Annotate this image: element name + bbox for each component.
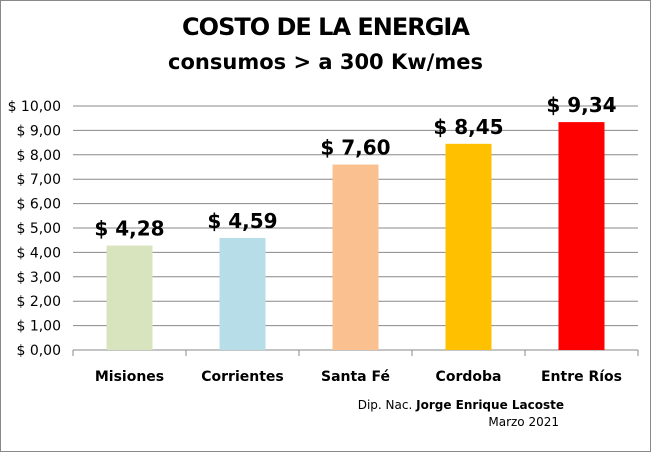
y-tick-label: $ 10,00 — [8, 99, 61, 115]
x-tick-label: Corrientes — [201, 369, 283, 385]
credit-date: Marzo 2021 — [488, 415, 559, 429]
y-tick-label: $ 4,00 — [16, 245, 61, 261]
y-tick-label: $ 5,00 — [16, 221, 61, 237]
credit-prefix: Dip. Nac. — [357, 398, 413, 412]
x-tick-label: Entre Ríos — [541, 369, 622, 385]
bar-cordoba — [445, 143, 492, 350]
bar-santa-fé — [332, 164, 379, 350]
y-tick-label: $ 3,00 — [16, 270, 61, 286]
y-tick-label: $ 2,00 — [16, 294, 61, 310]
data-label: $ 8,45 — [433, 115, 503, 139]
data-label: $ 4,59 — [207, 209, 277, 233]
bar-misiones — [106, 245, 153, 350]
x-tick-label: Cordoba — [436, 369, 502, 385]
x-tick-label: Misiones — [95, 369, 164, 385]
y-tick-label: $ 6,00 — [16, 197, 61, 213]
bar-corrientes — [219, 238, 266, 350]
data-label: $ 4,28 — [94, 217, 164, 241]
data-label: $ 9,34 — [546, 93, 616, 117]
x-tick-label: Santa Fé — [321, 369, 390, 385]
chart-title: COSTO DE LA ENERGIA — [182, 13, 470, 41]
chart-subtitle: consumos > a 300 Kw/mes — [168, 50, 483, 74]
y-tick-label: $ 0,00 — [16, 343, 61, 359]
y-tick-label: $ 9,00 — [16, 123, 61, 139]
data-label: $ 7,60 — [320, 136, 390, 160]
credit-line: Dip. Nac. Jorge Enrique Lacoste — [358, 398, 564, 412]
y-tick-label: $ 1,00 — [16, 319, 61, 335]
y-tick-label: $ 8,00 — [16, 148, 61, 164]
y-tick-label: $ 7,00 — [16, 172, 61, 188]
credit-name: Jorge Enrique Lacoste — [416, 398, 564, 412]
bar-entre-ríos — [558, 122, 605, 350]
